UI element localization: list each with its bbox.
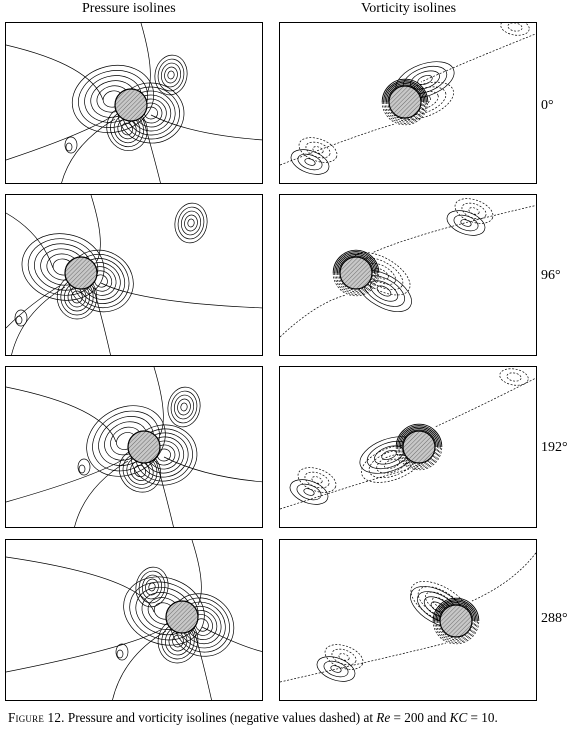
pressure-column-title: Pressure isolines: [82, 1, 176, 16]
pressure-panel-288: [5, 539, 263, 701]
vorticity-panel-96: [279, 194, 537, 356]
re-value: = 200 and: [390, 710, 450, 725]
cylinder-vorticity-96: [339, 256, 373, 290]
figure-caption: Figure 12. Pressure and vorticity isolin…: [8, 710, 498, 726]
cylinder-pressure-96: [64, 256, 98, 290]
cylinder-pressure-192: [127, 430, 161, 464]
cylinder-vorticity-192: [402, 430, 436, 464]
phase-label-96: 96°: [541, 268, 561, 283]
pressure-panel-0: [5, 22, 263, 184]
vorticity-panel-192: [279, 366, 537, 528]
pressure-panel-192: [5, 366, 263, 528]
cylinder-vorticity-288: [439, 604, 473, 638]
re-symbol: Re: [376, 710, 391, 725]
cylinder-vorticity-0: [388, 85, 422, 119]
kc-symbol: KC: [449, 710, 468, 725]
cylinder-pressure-0: [114, 88, 148, 122]
vorticity-column-title: Vorticity isolines: [361, 1, 457, 16]
vorticity-panel-0: [279, 22, 537, 184]
phase-label-192: 192°: [541, 440, 568, 455]
phase-label-0: 0°: [541, 98, 554, 113]
pressure-panel-96: [5, 194, 263, 356]
caption-text: Pressure and vorticity isolines (negativ…: [64, 710, 377, 725]
phase-label-288: 288°: [541, 611, 568, 626]
cylinder-pressure-288: [165, 600, 199, 634]
vorticity-panel-288: [279, 539, 537, 701]
kc-value: = 10.: [467, 710, 498, 725]
figure-label: Figure 12.: [8, 710, 65, 725]
